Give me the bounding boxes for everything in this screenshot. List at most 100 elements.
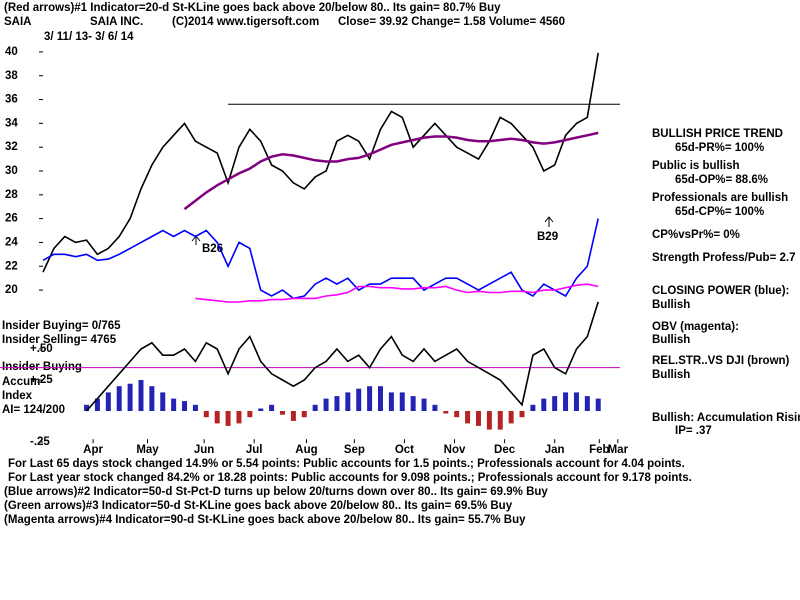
right-panel-line: BULLISH PRICE TREND — [652, 128, 783, 140]
y-tick-label: 20 — [5, 284, 18, 296]
y-tick-label: 40 — [5, 46, 18, 58]
accum-bar — [192, 404, 198, 411]
accum-bar — [552, 396, 558, 411]
ai-label: AI= 124/200 — [2, 404, 65, 416]
accum-bar — [116, 386, 122, 411]
x-tick-label: Oct — [395, 444, 414, 456]
accum-bar — [312, 404, 318, 411]
x-tick-label: May — [136, 444, 159, 456]
accum-bar — [541, 398, 547, 411]
right-panel-line: CP%vsPr%= 0% — [652, 229, 740, 241]
footer-line: (Magenta arrows)#4 Indicator=90-d St-KLi… — [4, 514, 526, 526]
accum-bar — [454, 411, 460, 418]
annotation: B29 — [537, 231, 558, 243]
quote: Close= 39.92 Change= 1.58 Volume= 4560 — [338, 16, 565, 28]
accum-bar — [138, 380, 144, 411]
right-panel-line: CLOSING POWER (blue): — [652, 285, 789, 297]
accum-bar — [356, 388, 362, 411]
company: SAIA INC. — [90, 16, 143, 28]
accum-bar — [399, 392, 405, 411]
accum-bar — [530, 404, 536, 411]
x-tick-label: Jul — [246, 444, 263, 456]
right-panel: BULLISH PRICE TREND 65d-PR%= 100% Public i… — [652, 128, 800, 437]
accum-bar — [497, 411, 503, 430]
accum-bar — [367, 386, 373, 411]
accum-bar — [410, 396, 416, 411]
copyright: (C)2014 www.tigersoft.com — [172, 16, 319, 28]
index-label: Index — [2, 390, 33, 402]
accum-bar — [323, 398, 329, 411]
accum-bar — [269, 404, 275, 411]
accum-bar — [388, 392, 394, 411]
accum-bar — [486, 411, 492, 430]
accum-bar — [334, 396, 340, 411]
signal-1: (Red arrows)#1 Indicator=20-d St-KLine g… — [4, 2, 501, 14]
series-line — [42, 52, 599, 273]
footer: For Last 65 days stock changed 14.9% or … — [4, 458, 692, 526]
x-tick-label: Mar — [608, 444, 629, 456]
accum-bar — [573, 392, 579, 411]
y-tick-label: 26 — [5, 213, 18, 225]
right-panel-line: Bullish — [652, 299, 690, 311]
accum-bar — [519, 411, 525, 418]
series-line — [85, 301, 599, 412]
footer-line: (Green arrows)#3 Indicator=50-d St-KLine… — [4, 500, 513, 512]
insider-buying-line: Insider Buying — [2, 361, 82, 373]
y-tick-label: 22 — [5, 260, 18, 272]
right-panel-line: IP= .37 — [675, 425, 712, 437]
y-tick-label: 24 — [5, 236, 18, 248]
right-panel-line: OBV (magenta): — [652, 321, 739, 333]
y-tick-label: 28 — [5, 189, 18, 201]
y-tick-label: 30 — [5, 165, 18, 177]
accum-bar — [465, 411, 471, 424]
accum-bar — [421, 398, 427, 411]
accum-bar — [236, 411, 242, 424]
y-tick-label: 36 — [5, 94, 18, 106]
accum-bar — [290, 411, 296, 421]
accum-bar — [508, 411, 514, 424]
right-panel-line: Bullish — [652, 334, 690, 346]
right-panel-line: Bullish — [652, 369, 690, 381]
ticker: SAIA — [4, 16, 31, 28]
accum-label: Accum — [2, 376, 40, 388]
accum-bar — [105, 392, 111, 411]
accum-bar — [182, 401, 188, 411]
accum-bar — [563, 392, 569, 411]
right-panel-line: Professionals are bullish — [652, 192, 788, 204]
accum-bar — [280, 411, 286, 415]
right-panel-line: 65d-OP%= 88.6% — [675, 174, 768, 186]
x-tick-label: Jan — [545, 444, 565, 456]
right-panel-line: 65d-PR%= 100% — [675, 142, 764, 154]
series-line — [195, 283, 599, 303]
accum-bar — [258, 408, 264, 411]
accum-bar — [94, 398, 100, 411]
accum-bar — [247, 411, 253, 418]
x-tick-label: Nov — [444, 444, 466, 456]
accum-bar — [225, 411, 231, 426]
y-tick-label: 38 — [5, 70, 18, 82]
accum-bar — [345, 392, 351, 411]
series-line — [42, 218, 599, 300]
right-panel-line: Bullish: Accumulation Rising — [652, 412, 800, 424]
accum-bar — [149, 386, 155, 411]
annotation: B26 — [202, 243, 223, 255]
insider-selling: Insider Selling= 4765 — [2, 334, 117, 346]
right-panel-line: REL.STR..VS DJI (brown) — [652, 355, 790, 367]
x-tick-label: Dec — [494, 444, 516, 456]
date-range: 3/ 11/ 13- 3/ 6/ 14 — [44, 31, 134, 43]
x-tick-label: Aug — [295, 444, 317, 456]
series-line — [183, 131, 599, 211]
accum-bar — [203, 411, 209, 418]
accum-bar — [214, 411, 220, 424]
accum-bar — [595, 398, 601, 411]
accum-bar — [171, 398, 177, 411]
x-tick-label: Apr — [83, 444, 103, 456]
y-tick-label: 34 — [5, 117, 18, 129]
accum-bar — [84, 404, 90, 411]
x-tick-label: Jun — [194, 444, 214, 456]
accum-bar — [475, 411, 481, 426]
accum-bar — [443, 411, 449, 414]
